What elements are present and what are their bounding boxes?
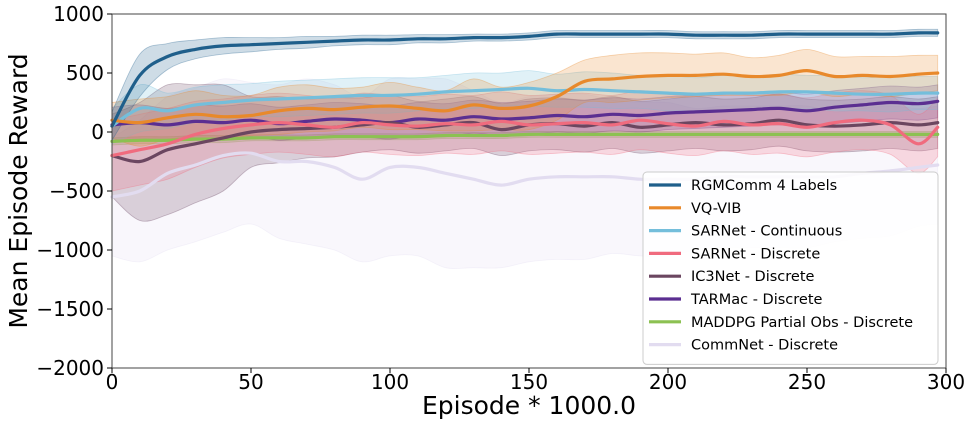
line-vq-vib <box>110 68 940 125</box>
y-tick-label: −500 <box>49 179 104 203</box>
x-tick-label: 100 <box>371 370 409 394</box>
legend-label: IC3Net - Discrete <box>691 269 814 285</box>
y-tick-label: −1000 <box>36 238 104 262</box>
legend-label: SARNet - Discrete <box>691 246 820 262</box>
y-tick-label: 1000 <box>53 2 104 26</box>
x-axis-title: Episode * 1000.0 <box>422 391 636 420</box>
band-sarnet-continuous <box>111 70 939 145</box>
legend-label: CommNet - Discrete <box>691 338 838 354</box>
x-tick-label: 150 <box>510 370 548 394</box>
x-tick-label: 50 <box>238 370 263 394</box>
legend-label: TARMac - Discrete <box>690 292 823 308</box>
x-tick-label: 250 <box>788 370 826 394</box>
legend-label: VQ-VIB <box>691 201 741 217</box>
y-axis-title: Mean Episode Reward <box>4 53 33 328</box>
legend-label: RGMComm 4 Labels <box>691 178 837 194</box>
y-tick-label: 500 <box>66 61 104 85</box>
line-rgmcomm-4-labels <box>110 31 940 128</box>
series-lines <box>110 31 940 199</box>
x-tick-label: 200 <box>649 370 687 394</box>
x-axis-ticks: 0 50 100 150 200 250 300 <box>106 368 965 394</box>
legend-label: SARNet - Continuous <box>691 224 842 240</box>
line-maddpg-partial-obs-discrete <box>110 132 940 143</box>
x-tick-label: 0 <box>106 370 119 394</box>
line-sarnet-discrete <box>110 118 940 158</box>
legend-label: MADDPG Partial Obs - Discrete <box>691 315 913 331</box>
line-tarmac-discrete <box>110 99 940 127</box>
y-tick-label: 0 <box>91 120 104 144</box>
legend: RGMComm 4 Labels VQ-VIB SARNet - Continuou… <box>642 171 939 365</box>
x-tick-label: 300 <box>927 370 965 394</box>
y-tick-label: −2000 <box>36 356 104 380</box>
line-sarnet-continuous <box>110 86 940 128</box>
legend-box <box>642 171 939 365</box>
y-tick-label: −1500 <box>36 297 104 321</box>
y-axis-ticks: 1000 500 0 −500 −1000 −1500 −2000 <box>36 2 112 380</box>
